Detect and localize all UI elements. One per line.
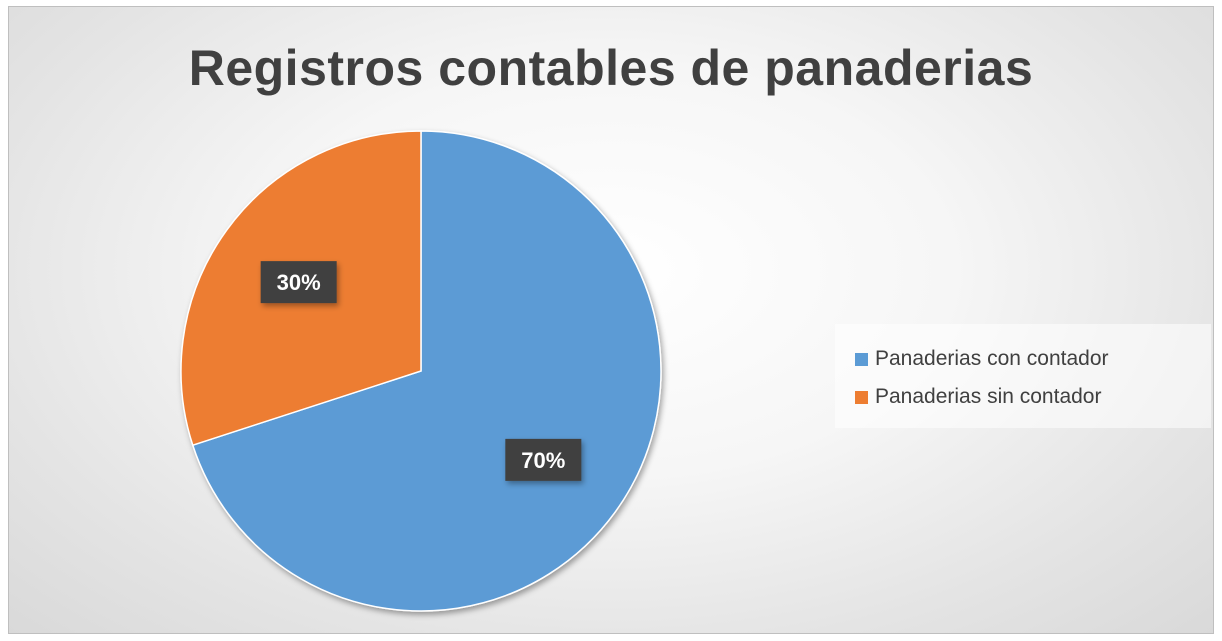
pie-chart: 70% 30% — [180, 130, 662, 612]
chart-title: Registros contables de panaderias — [188, 40, 1034, 96]
data-label-70pct: 70% — [505, 438, 582, 481]
legend-swatch-blue — [855, 352, 868, 366]
legend-label: Panaderias sin contador — [875, 385, 1102, 408]
data-label-box — [260, 261, 337, 304]
legend-label: Panaderias con contador — [875, 347, 1109, 370]
pie-slice-con-contador — [191, 130, 662, 612]
data-label-text: 30% — [277, 270, 321, 295]
chart-legend: Panaderias con contador Panaderias sin c… — [835, 324, 1211, 428]
legend-item-sin-contador: Panaderias sin contador — [855, 382, 1101, 412]
data-label-box — [505, 438, 582, 481]
data-label-text: 70% — [521, 448, 565, 473]
legend-item-con-contador: Panaderias con contador — [855, 344, 1109, 374]
legend-swatch-orange — [855, 390, 868, 404]
data-label-30pct: 30% — [260, 261, 337, 304]
chart-area: Registros contables de panaderias 70% 30%… — [8, 6, 1214, 634]
